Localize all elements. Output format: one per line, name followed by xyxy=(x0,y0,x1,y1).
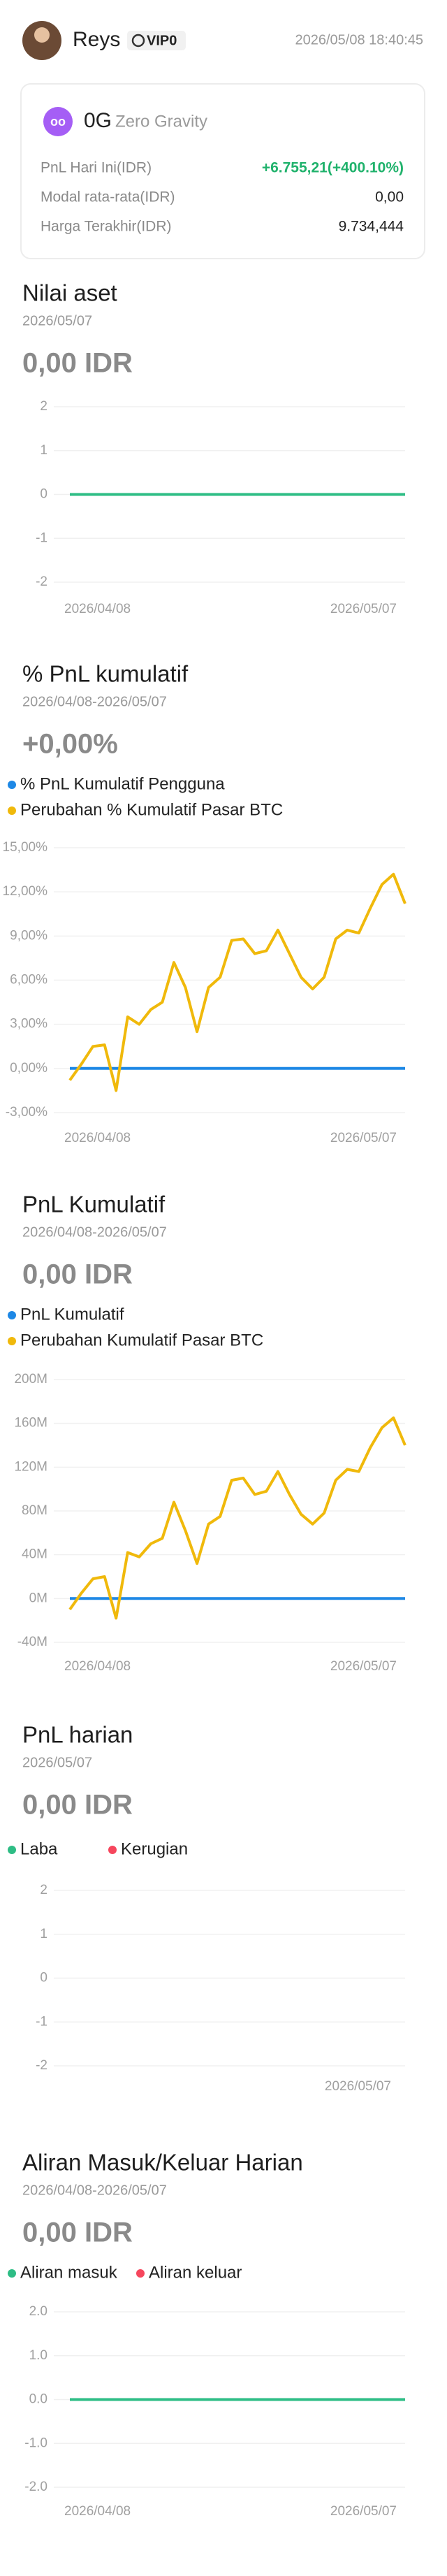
y-tick-label: 0 xyxy=(40,1971,47,1985)
y-tick-label: 2 xyxy=(40,1883,47,1897)
legend-swatch xyxy=(136,2269,145,2278)
x-tick-label: 2026/05/07 xyxy=(330,2504,397,2519)
x-tick-label: 2026/05/07 xyxy=(330,1659,397,1674)
coin-symbol: 0G xyxy=(84,109,112,132)
coin-logo xyxy=(43,107,73,136)
y-tick-label: 0M xyxy=(29,1591,47,1605)
section-date: 2026/05/07 xyxy=(22,313,92,328)
legend-swatch xyxy=(108,1846,117,1854)
y-tick-label: -1 xyxy=(36,2014,47,2029)
row-label: Modal rata-rata(IDR) xyxy=(41,189,175,205)
y-tick-label: 40M xyxy=(22,1547,47,1562)
legend-label: Aliran masuk xyxy=(20,2263,118,2282)
vip-icon xyxy=(131,34,145,48)
y-tick-label: 15,00% xyxy=(3,840,48,855)
vip-label: VIP0 xyxy=(147,33,177,48)
row-value: +6.755,21(+400.10%) xyxy=(262,160,404,176)
legend-label: Perubahan % Kumulatif Pasar BTC xyxy=(20,800,283,819)
y-tick-label: 80M xyxy=(22,1503,47,1518)
legend-label: Kerugian xyxy=(121,1839,188,1858)
coin-logo-glyph: oo xyxy=(50,115,66,129)
y-tick-label: -2 xyxy=(36,574,47,589)
section-title: PnL harian xyxy=(22,1722,133,1748)
row-label: PnL Hari Ini(IDR) xyxy=(41,160,152,176)
legend-label: Aliran keluar xyxy=(149,2263,242,2282)
y-tick-label: -2 xyxy=(36,2058,47,2073)
y-tick-label: 0,00% xyxy=(10,1061,47,1076)
legend-label: Perubahan Kumulatif Pasar BTC xyxy=(20,1331,263,1349)
row-value: 9.734,444 xyxy=(339,219,404,235)
y-tick-label: 1.0 xyxy=(29,2348,47,2363)
avatar-face xyxy=(34,27,50,43)
y-tick-label: 2.0 xyxy=(29,2304,47,2319)
x-tick-label: 2026/04/08 xyxy=(64,1659,131,1674)
legend-swatch xyxy=(8,2269,16,2278)
y-tick-label: 0 xyxy=(40,487,47,502)
y-tick-label: 6,00% xyxy=(10,973,47,987)
x-tick-label: 2026/05/07 xyxy=(330,602,397,616)
series-line xyxy=(68,1416,406,1620)
section-amount: 0,00 IDR xyxy=(22,2217,133,2248)
y-tick-label: 1 xyxy=(40,443,47,458)
asset-card xyxy=(20,83,425,259)
series-line xyxy=(68,872,406,1092)
x-tick-label: 2026/05/07 xyxy=(325,2079,391,2094)
y-tick-label: 200M xyxy=(14,1372,47,1387)
section-date: 2026/05/07 xyxy=(22,1755,92,1770)
legend-swatch xyxy=(8,1311,16,1319)
section-amount: 0,00 IDR xyxy=(22,1790,133,1821)
user-name: Reys xyxy=(73,28,120,51)
y-tick-label: -3,00% xyxy=(6,1105,47,1120)
section-amount: 0,00 IDR xyxy=(22,1259,133,1290)
legend-label: % PnL Kumulatif Pengguna xyxy=(20,774,225,793)
section-date: 2026/04/08-2026/05/07 xyxy=(22,1224,167,1240)
timestamp: 2026/05/08 18:40:45 xyxy=(295,32,423,48)
y-tick-label: 0.0 xyxy=(29,2392,47,2407)
y-tick-label: -40M xyxy=(17,1635,47,1649)
legend-swatch xyxy=(8,1337,16,1345)
y-tick-label: 120M xyxy=(14,1459,47,1474)
section-date: 2026/04/08-2026/05/07 xyxy=(22,694,167,709)
y-tick-label: -1 xyxy=(36,530,47,545)
y-tick-label: -1.0 xyxy=(24,2436,47,2450)
x-tick-label: 2026/04/08 xyxy=(64,1131,131,1145)
section-title: PnL Kumulatif xyxy=(22,1192,166,1217)
y-tick-label: -2.0 xyxy=(24,2480,47,2494)
x-tick-label: 2026/04/08 xyxy=(64,2504,131,2519)
section-title: % PnL kumulatif xyxy=(22,661,189,687)
y-tick-label: 1 xyxy=(40,1927,47,1941)
x-tick-label: 2026/05/07 xyxy=(330,1131,397,1145)
legend-swatch xyxy=(8,806,16,815)
section-title: Aliran Masuk/Keluar Harian xyxy=(22,2150,303,2176)
legend-label: Laba xyxy=(20,1839,58,1858)
legend-swatch xyxy=(8,781,16,789)
section-date: 2026/04/08-2026/05/07 xyxy=(22,2183,167,2198)
y-tick-label: 160M xyxy=(14,1416,47,1431)
y-tick-label: 2 xyxy=(40,399,47,414)
coin-name: Zero Gravity xyxy=(115,112,207,131)
section-amount: +0,00% xyxy=(22,729,118,760)
y-tick-label: 12,00% xyxy=(3,884,48,899)
y-tick-label: 9,00% xyxy=(10,928,47,943)
row-label: Harga Terakhir(IDR) xyxy=(41,219,172,235)
section-amount: 0,00 IDR xyxy=(22,348,133,379)
section-title: Nilai aset xyxy=(22,280,117,306)
x-tick-label: 2026/04/08 xyxy=(64,602,131,616)
legend-label: PnL Kumulatif xyxy=(20,1305,124,1324)
legend-swatch xyxy=(8,1846,16,1854)
row-value: 0,00 xyxy=(375,189,404,205)
y-tick-label: 3,00% xyxy=(10,1017,47,1032)
